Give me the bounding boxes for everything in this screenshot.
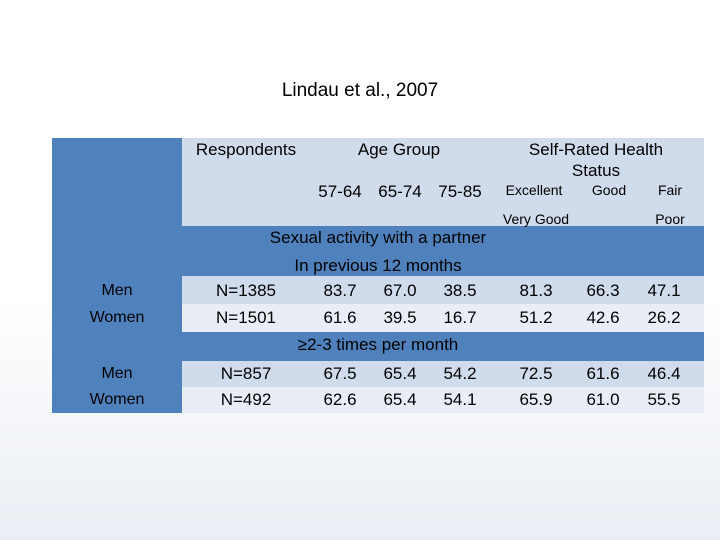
cell-age: 54.1: [443, 390, 477, 409]
cell-age: 65.4: [383, 364, 417, 383]
header-health-col: Good: [591, 182, 627, 198]
cell-health: 65.9: [519, 390, 553, 409]
cell-age: 83.7: [323, 281, 357, 300]
greater-equal-symbol: ≥: [297, 335, 308, 354]
cell-health: 47.1: [647, 281, 681, 300]
header-age-col: 75-85: [438, 182, 482, 201]
header-respondents-cell: [182, 138, 312, 226]
cell-health: 61.6: [586, 364, 620, 383]
cell-health: 55.5: [647, 390, 681, 409]
row-n: N=1385: [215, 281, 277, 300]
header-health-sub: Poor: [655, 211, 685, 227]
cell-age: 67.0: [383, 281, 417, 300]
row-label-cell: [52, 276, 182, 304]
cell-health: 51.2: [519, 308, 553, 327]
header-age-col: 65-74: [378, 182, 422, 201]
cell-age: 65.4: [383, 390, 417, 409]
header-health-sub: Very Good: [502, 211, 570, 227]
section2-band: [52, 332, 704, 361]
header-age-group-cell: [312, 138, 492, 226]
row-label-cell: [52, 387, 182, 413]
section2-label: 2-3 times per month: [307, 335, 459, 354]
header-health-cell: [492, 138, 704, 226]
row-band: [182, 276, 704, 304]
header-health-col: Fair: [657, 182, 683, 198]
section1-subtitle: In previous 12 months: [294, 256, 462, 275]
header-health-line2: Status: [571, 161, 621, 180]
header-respondents: Respondents: [195, 140, 297, 159]
cell-health: 72.5: [519, 364, 553, 383]
cell-age: 38.5: [443, 281, 477, 300]
row-n: N=492: [220, 390, 272, 409]
row-label-cell: [52, 304, 182, 332]
row-label-cell: [52, 361, 182, 387]
cell-health: 46.4: [647, 364, 681, 383]
header-corner-cell: [52, 138, 182, 226]
cell-health: 66.3: [586, 281, 620, 300]
row-group-label: Men: [101, 282, 133, 299]
header-age-col: 57-64: [318, 182, 362, 201]
slide-title: Lindau et al., 2007: [281, 80, 439, 101]
row-group-label: Women: [89, 391, 145, 408]
cell-health: 26.2: [647, 308, 681, 327]
row-n: N=857: [220, 364, 272, 383]
row-band: [182, 304, 704, 332]
row-n: N=1501: [215, 308, 277, 327]
data-table: Respondents Age Group Self-Rated Health …: [52, 138, 704, 413]
cell-age: 67.5: [323, 364, 357, 383]
row-band: [182, 387, 704, 413]
cell-health: 61.0: [586, 390, 620, 409]
cell-age: 39.5: [383, 308, 417, 327]
cell-health: 81.3: [519, 281, 553, 300]
row-band: [182, 361, 704, 387]
cell-age: 62.6: [323, 390, 357, 409]
row-group-label: Women: [89, 309, 145, 326]
header-health-line1: Self-Rated Health: [528, 140, 664, 159]
cell-age: 16.7: [443, 308, 477, 327]
header-health-col: Excellent: [505, 182, 563, 198]
row-group-label: Men: [101, 365, 133, 382]
cell-age: 61.6: [323, 308, 357, 327]
cell-age: 54.2: [443, 364, 477, 383]
section1-band: [52, 226, 704, 276]
header-age-group: Age Group: [357, 140, 441, 159]
section2-title: ≥2-3 times per month: [298, 335, 459, 355]
cell-health: 42.6: [586, 308, 620, 327]
section1-title: Sexual activity with a partner: [269, 228, 487, 247]
